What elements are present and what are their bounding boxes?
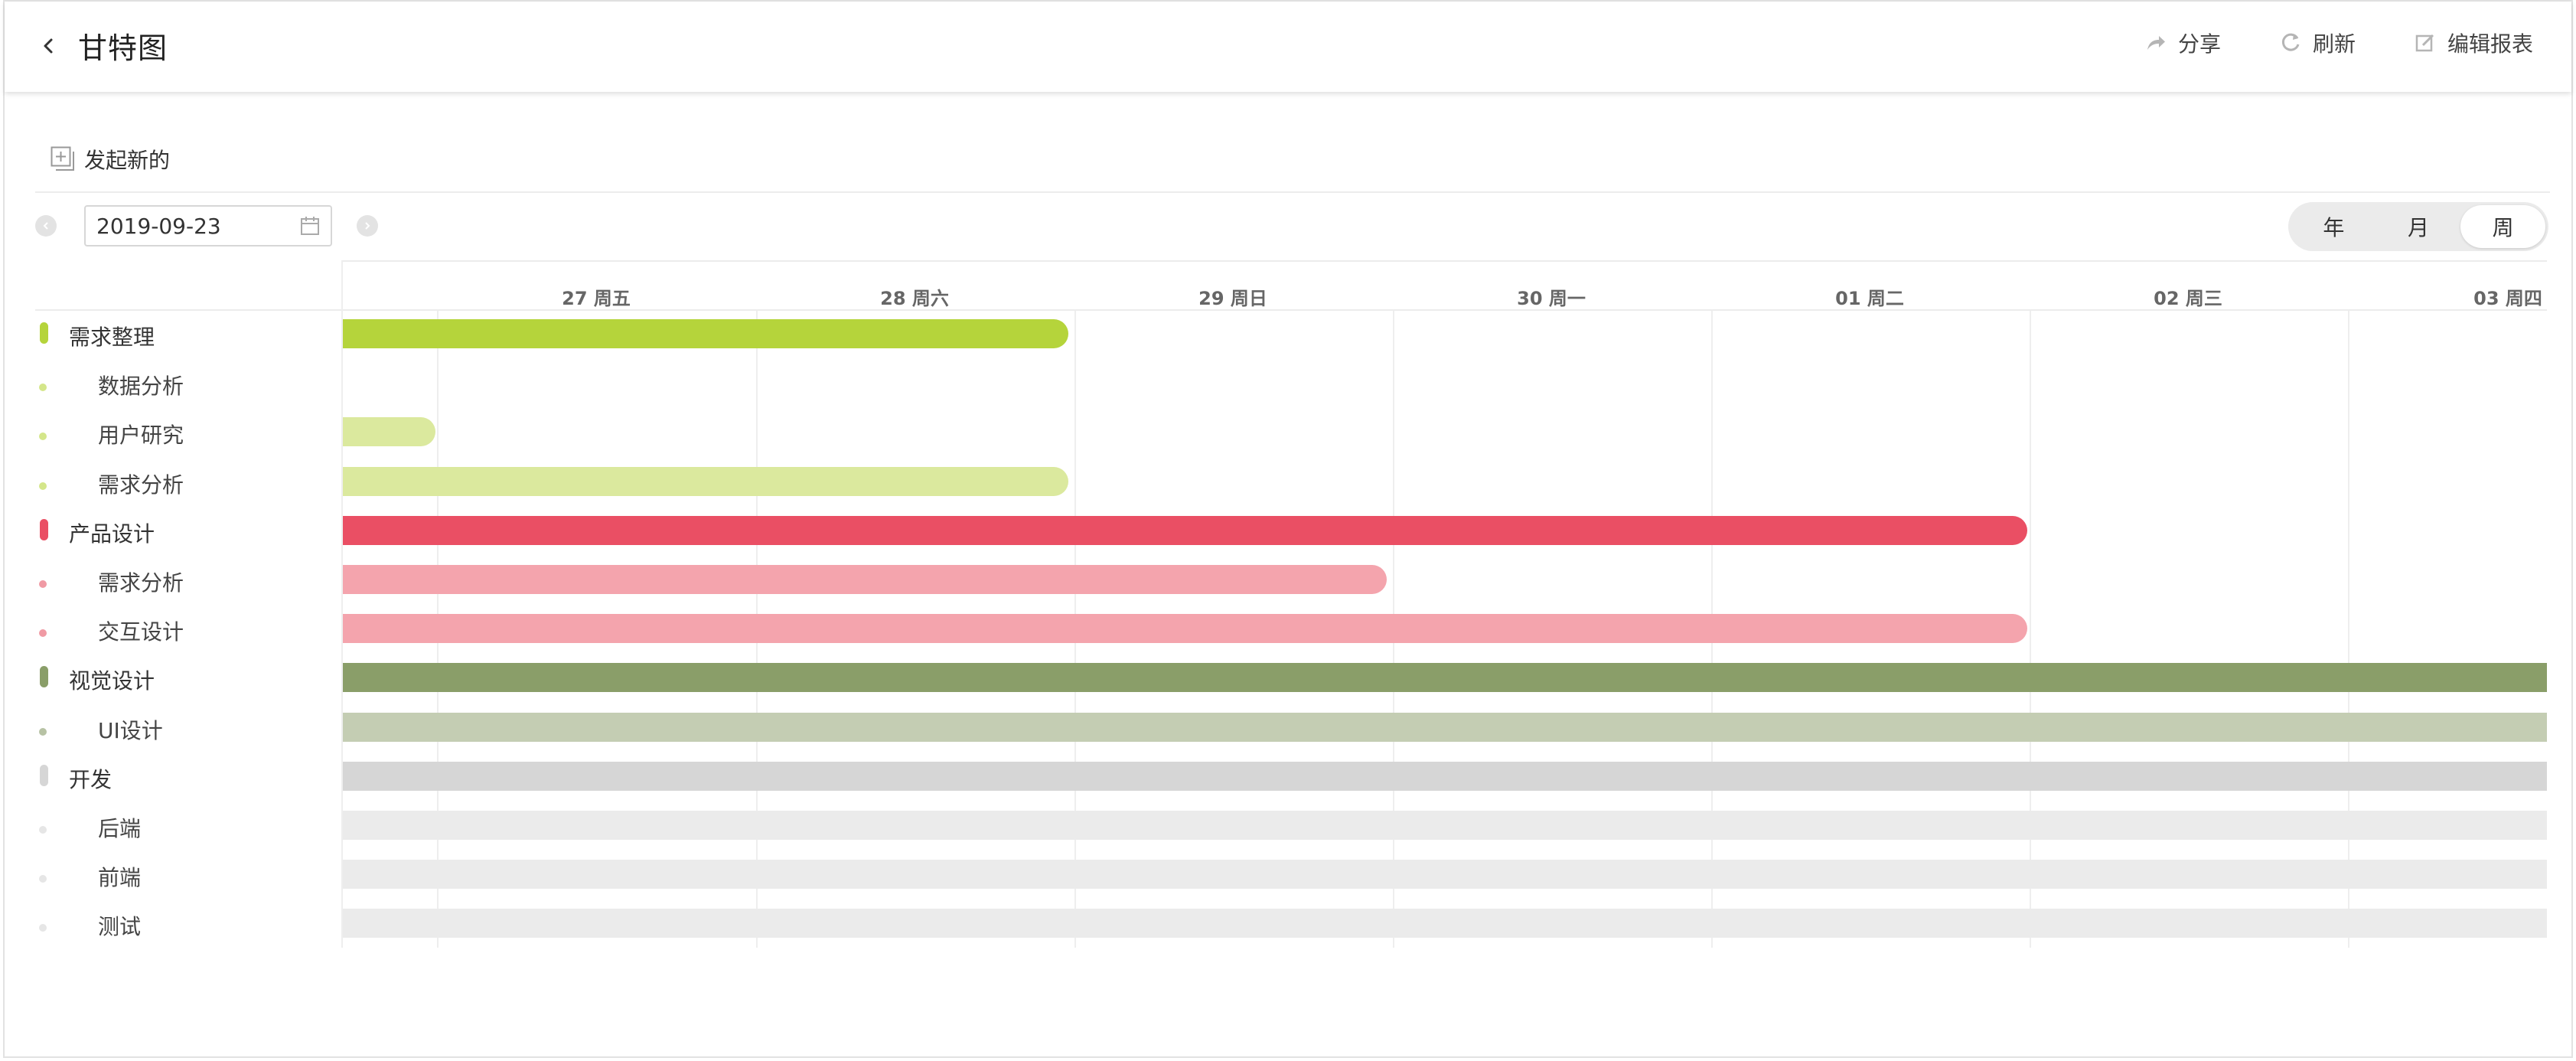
gantt-bar[interactable] [343,663,2547,693]
prev-week-button[interactable] [35,215,57,237]
task-dot [39,826,47,834]
task-label[interactable]: UI设计 [98,717,163,743]
page-title: 甘特图 [78,31,168,65]
gantt-bar[interactable] [343,811,2547,840]
refresh-button[interactable]: 刷新 [2279,28,2356,58]
share-icon [2147,36,2165,50]
edit-report-label: 编辑报表 [2447,31,2533,57]
group-label[interactable]: 产品设计 [69,521,155,547]
chart-left-border [341,260,343,948]
group-label[interactable]: 视觉设计 [69,668,155,694]
app-frame: 甘特图 分享 刷新 编辑报表 [3,0,2573,1058]
task-dot [39,580,47,588]
gantt-bar[interactable] [343,515,2027,545]
task-label[interactable]: 用户研究 [98,423,184,449]
group-label[interactable]: 需求整理 [69,325,155,350]
day-label: 03 周四 [2473,288,2542,309]
gantt-bar[interactable] [343,860,2547,890]
timeline-header-border [35,309,2547,311]
task-dot [39,727,47,736]
task-dot [39,433,47,441]
task-dot [39,875,47,883]
group-marker [40,518,48,540]
group-marker [40,666,48,688]
share-label: 分享 [2177,31,2221,57]
gantt-bar[interactable] [343,417,435,447]
new-item-label: 发起新的 [84,148,171,173]
task-dot [39,482,47,490]
day-label: 02 周三 [2154,288,2222,309]
refresh-label: 刷新 [2312,31,2356,57]
task-dot [39,629,47,638]
view-toggle: 年 月 周 [2288,202,2548,251]
chevron-left-icon [43,222,48,230]
toolbar-divider [35,191,2550,193]
chevron-left-icon [44,38,53,54]
gantt-bar[interactable] [343,909,2547,939]
chevron-right-icon [365,222,370,230]
gantt-bar[interactable] [343,565,1387,594]
day-gridline [2348,311,2349,948]
day-label: 30 周一 [1517,288,1586,309]
task-label[interactable]: 交互设计 [98,619,184,645]
task-label[interactable]: 数据分析 [98,374,184,400]
gantt-bar[interactable] [343,466,1069,496]
day-label: 29 周日 [1198,288,1267,309]
share-button[interactable]: 分享 [2144,28,2221,58]
calendar-icon [301,217,319,235]
task-label[interactable]: 后端 [98,816,142,841]
day-label: 27 周五 [562,288,631,309]
next-week-button[interactable] [357,215,378,237]
group-marker [40,764,48,786]
edit-icon [2415,34,2434,52]
view-option-month[interactable]: 月 [2408,215,2430,240]
header-actions: 分享 刷新 编辑报表 [2144,28,2533,58]
new-item-button[interactable]: 发起新的 [51,144,170,175]
task-dot [39,924,47,932]
view-option-year[interactable]: 年 [2323,215,2345,240]
timeline-top-border [341,260,2547,262]
task-dot [39,384,47,392]
group-marker [40,322,48,344]
edit-report-button[interactable]: 编辑报表 [2414,28,2533,58]
add-square-icon [51,146,74,171]
gantt-bar[interactable] [343,712,2547,742]
day-label: 28 周六 [880,288,949,309]
gantt-bar[interactable] [343,319,1069,348]
date-picker[interactable]: 2019-09-23 [84,205,332,246]
task-label[interactable]: 需求分析 [98,570,184,596]
refresh-icon [2281,33,2300,51]
page-header: 甘特图 分享 刷新 编辑报表 [5,2,2571,92]
gantt-bar[interactable] [343,761,2547,791]
day-gridline [2030,311,2031,948]
date-value: 2019-09-23 [96,213,221,239]
view-option-week[interactable]: 周 [2460,205,2546,248]
day-label: 01 周二 [1835,288,1904,309]
gantt-bar[interactable] [343,614,2027,644]
task-label[interactable]: 测试 [98,914,142,940]
group-label[interactable]: 开发 [69,766,112,792]
task-label[interactable]: 前端 [98,865,142,891]
back-button[interactable] [34,31,64,61]
task-label[interactable]: 需求分析 [98,472,184,498]
